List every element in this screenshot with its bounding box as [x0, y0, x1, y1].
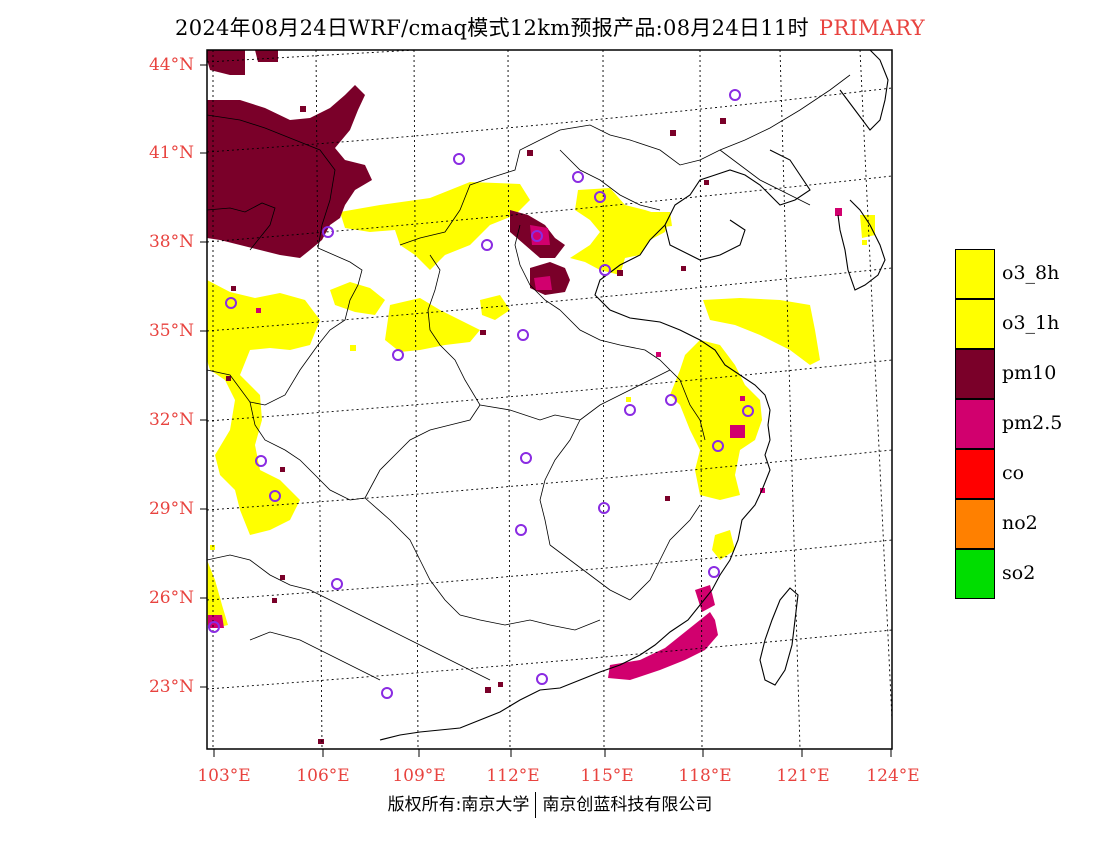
lon-label-103e: 103°E: [197, 766, 251, 786]
map-title: 2024年08月24日WRF/cmaq模式12km预报产品:08月24日11时 P…: [0, 12, 1100, 42]
province-boundaries: [207, 74, 851, 681]
title-main: 2024年08月24日WRF/cmaq模式12km预报产品:08月24日11时: [175, 16, 809, 40]
lat-label-23n: 23°N: [148, 677, 194, 697]
legend-label-no2: no2: [1002, 512, 1038, 534]
legend-item-o3-8h: o3_8h: [955, 249, 1100, 299]
lon-label-118e: 118°E: [678, 766, 732, 786]
legend-swatch-o3-1h: [955, 299, 995, 349]
lon-label-106e: 106°E: [296, 766, 350, 786]
pm10-region: [207, 50, 570, 295]
lat-label-26n: 26°N: [148, 588, 194, 608]
legend-swatch-co: [955, 449, 995, 499]
legend-swatch-o3-8h: [955, 249, 995, 299]
lat-label-41n: 41°N: [148, 143, 194, 163]
title-primary-tag: PRIMARY: [818, 16, 925, 40]
legend-label-o3-8h: o3_8h: [1002, 262, 1060, 284]
lon-label-112e: 112°E: [486, 766, 540, 786]
copyright-footer: 版权所有:南京大学 南京创蓝科技有限公司: [0, 790, 1100, 818]
legend-item-pm10: pm10: [955, 349, 1100, 399]
lon-label-124e: 124°E: [866, 766, 920, 786]
legend-label-so2: so2: [1002, 562, 1036, 584]
lon-label-109e: 109°E: [392, 766, 446, 786]
axis-ticks: [200, 64, 892, 757]
map-frame: [206, 49, 893, 750]
scattered-cells: [210, 106, 867, 744]
graticule: [207, 50, 892, 749]
legend-item-so2: so2: [955, 549, 1100, 599]
lat-label-38n: 38°N: [148, 232, 194, 252]
legend-label-pm2-5: pm2.5: [1002, 412, 1063, 434]
lat-label-29n: 29°N: [148, 499, 194, 519]
legend-item-co: co: [955, 449, 1100, 499]
footer-divider: [535, 792, 537, 818]
lat-label-32n: 32°N: [148, 410, 194, 430]
legend-label-pm10: pm10: [1002, 362, 1057, 384]
station-markers: [208, 89, 754, 699]
legend-item-no2: no2: [955, 499, 1100, 549]
legend-item-o3-1h: o3_1h: [955, 299, 1100, 349]
legend-label-o3-1h: o3_1h: [1002, 312, 1060, 334]
lon-label-121e: 121°E: [776, 766, 830, 786]
lat-label-44n: 44°N: [148, 55, 194, 75]
legend-swatch-pm10: [955, 349, 995, 399]
copyright-owner: 版权所有:南京大学: [387, 795, 530, 815]
legend-item-pm2-5: pm2.5: [955, 399, 1100, 449]
coastline: [379, 50, 889, 741]
legend-swatch-pm2-5: [955, 399, 995, 449]
lat-label-35n: 35°N: [148, 321, 194, 341]
legend-label-co: co: [1002, 462, 1025, 484]
copyright-company: 南京创蓝科技有限公司: [542, 795, 713, 815]
lon-label-115e: 115°E: [580, 766, 634, 786]
o3-8h-region: [207, 182, 875, 628]
legend-swatch-so2: [955, 549, 995, 599]
legend-swatch-no2: [955, 499, 995, 549]
